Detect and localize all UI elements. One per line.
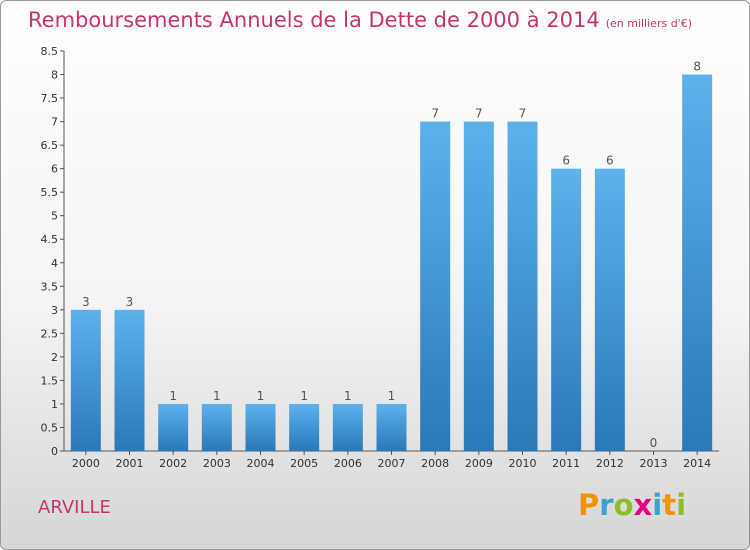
bar-2002: [158, 403, 189, 451]
y-tick-label: 4.5: [41, 233, 59, 246]
bar-2000: [70, 309, 101, 451]
proxiti-logo[interactable]: Proxiti: [578, 488, 686, 522]
y-tick-label: 3.5: [41, 280, 59, 293]
x-tick-label: 2010: [509, 457, 537, 470]
logo-letter: x: [633, 488, 653, 522]
y-tick-label: 0.5: [41, 421, 59, 434]
commune-name: ARVILLE: [38, 497, 111, 518]
y-tick-label: 3: [51, 304, 58, 317]
bar-2009: [463, 121, 494, 452]
bar-2008: [420, 121, 451, 452]
bar-2004: [245, 403, 276, 451]
y-tick-label: 5: [51, 210, 58, 223]
data-label-2001: 3: [126, 295, 134, 309]
x-tick-label: 2000: [72, 457, 100, 470]
data-label-2010: 7: [519, 107, 527, 121]
logo-letter: t: [662, 488, 677, 522]
data-label-2007: 1: [388, 389, 396, 403]
x-tick-label: 2011: [552, 457, 580, 470]
data-label-2004: 1: [257, 389, 265, 403]
y-tick-label: 6: [51, 163, 58, 176]
y-tick-label: 0: [51, 445, 58, 458]
x-tick-label: 2014: [683, 457, 711, 470]
bar-2001: [114, 309, 145, 451]
y-tick-label: 4: [51, 257, 58, 270]
y-tick-label: 6.5: [41, 139, 59, 152]
unit-label: (en milliers d'€): [605, 17, 692, 30]
bar-2014: [682, 74, 713, 451]
y-tick-label: 7.5: [41, 92, 59, 105]
logo-letter: o: [613, 488, 634, 522]
logo-letter: r: [599, 488, 614, 522]
y-tick-label: 1: [51, 398, 58, 411]
y-tick-label: 2: [51, 351, 58, 364]
data-label-2008: 7: [431, 107, 439, 121]
y-tick-label: 7: [51, 116, 58, 129]
data-label-2005: 1: [300, 389, 308, 403]
y-tick-label: 1.5: [41, 374, 59, 387]
bar-2006: [332, 403, 363, 451]
logo-letter: i: [652, 488, 663, 522]
data-label-2002: 1: [169, 389, 177, 403]
data-label-2009: 7: [475, 107, 483, 121]
x-tick-label: 2008: [421, 457, 449, 470]
x-tick-label: 2012: [596, 457, 624, 470]
x-tick-label: 2006: [334, 457, 362, 470]
y-tick-label: 2.5: [41, 327, 59, 340]
bar-2007: [376, 403, 407, 451]
x-tick-label: 2013: [640, 457, 668, 470]
x-tick-label: 2007: [378, 457, 406, 470]
bar-2003: [201, 403, 232, 451]
data-label-2014: 8: [693, 60, 701, 74]
bar-2012: [594, 168, 625, 451]
chart-title: Remboursements Annuels de la Dette de 20…: [28, 8, 692, 32]
y-tick-label: 8: [51, 69, 58, 82]
data-label-2012: 6: [606, 154, 614, 168]
y-tick-label: 5.5: [41, 186, 59, 199]
x-tick-label: 2004: [247, 457, 275, 470]
logo-letter: i: [676, 488, 687, 522]
bar-2011: [551, 168, 582, 451]
x-tick-label: 2005: [290, 457, 318, 470]
bar-2010: [507, 121, 538, 452]
x-tick-label: 2009: [465, 457, 493, 470]
data-label-2006: 1: [344, 389, 352, 403]
y-tick-label: 8.5: [41, 45, 59, 58]
data-label-2003: 1: [213, 389, 221, 403]
x-tick-label: 2002: [159, 457, 187, 470]
data-label-2011: 6: [562, 154, 570, 168]
x-tick-label: 2003: [203, 457, 231, 470]
bar-2005: [289, 403, 320, 451]
data-label-2013: 0: [650, 436, 658, 450]
x-tick-label: 2001: [116, 457, 144, 470]
data-label-2000: 3: [82, 295, 90, 309]
logo-letter: P: [578, 488, 600, 522]
